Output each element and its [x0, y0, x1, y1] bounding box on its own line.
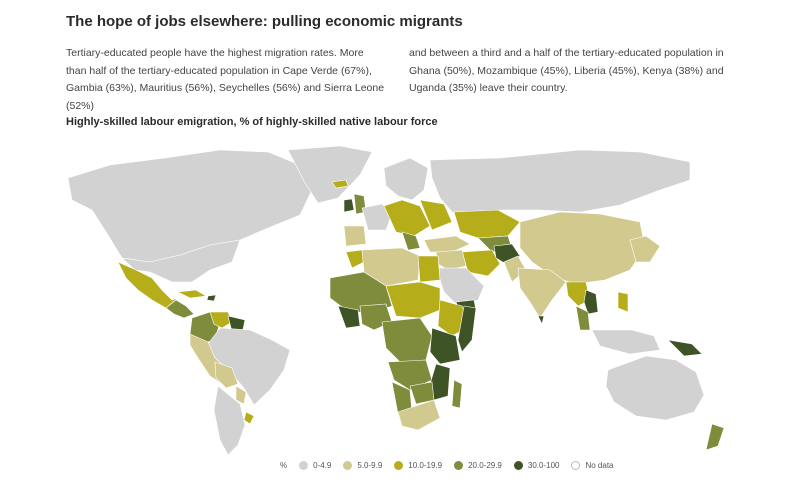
region-korea-japan: [629, 235, 661, 263]
legend-item-4: 30.0-100: [513, 461, 560, 470]
region-venezuela: [209, 311, 233, 329]
region-myanmar-laos: [565, 281, 591, 307]
region-iraq-syria: [435, 249, 467, 271]
region-vietnam-cambodia: [583, 289, 599, 315]
region-australia: [605, 355, 705, 421]
region-new-zealand: [705, 423, 725, 451]
region-egypt: [417, 255, 441, 283]
region-kazakhstan: [453, 209, 521, 239]
legend-dot: [299, 461, 309, 470]
legend-item-5: No data: [571, 461, 614, 470]
region-greenland: [287, 145, 373, 204]
legend-dot: [513, 461, 523, 470]
region-china-mongolia: [519, 211, 646, 285]
map-regions: [67, 145, 725, 456]
region-ireland: [343, 198, 355, 213]
legend-item-1: 5.0-9.9: [343, 461, 382, 470]
region-arabia: [435, 267, 485, 307]
legend-item-2: 10.0-19.9: [394, 461, 442, 470]
legend-label: No data: [585, 461, 614, 470]
legend-label: 20.0-29.9: [468, 461, 502, 470]
region-india: [517, 267, 567, 319]
legend-label: 10.0-19.9: [408, 461, 443, 470]
region-central-africa: [381, 317, 433, 363]
region-russia: [429, 149, 691, 216]
world-map: [67, 145, 725, 456]
intro-paragraph-right: and between a third and a half of the te…: [409, 47, 724, 94]
region-iceland: [331, 179, 349, 189]
region-west-africa: [337, 305, 361, 329]
region-indonesia: [591, 329, 661, 355]
region-madagascar: [451, 379, 463, 409]
region-argentina-chile: [213, 385, 246, 456]
region-chad-sudan: [385, 281, 441, 319]
legend-dot: [394, 461, 404, 470]
region-cuba: [176, 289, 207, 299]
legend-dot: [454, 461, 464, 470]
region-haiti: [206, 294, 217, 302]
region-balkans: [401, 231, 421, 251]
region-central-america: [165, 299, 195, 319]
region-thailand-malaysia: [575, 305, 591, 331]
region-somalia: [457, 305, 477, 353]
legend-label: 30.0-100: [527, 461, 560, 470]
legend-item-0: 0-4.9: [299, 461, 331, 470]
legend-unit: %: [280, 461, 288, 470]
region-central-europe: [383, 199, 431, 237]
region-philippines: [617, 291, 629, 313]
region-iberia: [343, 225, 367, 247]
legend-label: 0-4.9: [313, 461, 332, 470]
region-canada-alaska: [67, 149, 313, 263]
legend: % 0-4.9 5.0-9.9 10.0-19.9 20.0-29.9 30.0…: [280, 461, 626, 470]
region-ukraine-belarus: [419, 199, 453, 231]
region-paraguay: [235, 385, 247, 405]
page-title: The hope of jobs elsewhere: pulling econ…: [66, 13, 463, 30]
legend-dot: [571, 461, 581, 470]
region-papua: [667, 339, 703, 357]
region-south-africa: [397, 399, 441, 431]
region-turkey-caucasus: [423, 235, 471, 253]
region-east-africa: [429, 327, 461, 365]
legend-label: 5.0-9.9: [357, 461, 383, 470]
region-mexico: [117, 261, 179, 309]
region-mozambique: [429, 363, 451, 401]
region-morocco: [345, 249, 365, 269]
region-uruguay: [243, 411, 255, 425]
region-sri-lanka: [537, 315, 545, 325]
region-bolivia: [214, 361, 239, 389]
intro-paragraph-left: Tertiary-educated people have the highes…: [66, 47, 385, 112]
region-scandinavia: [383, 157, 429, 201]
region-western-europe: [361, 203, 393, 231]
region-usa: [121, 239, 241, 283]
region-botswana-zimbabwe: [409, 381, 435, 405]
map-title: Highly-skilled labour emigration, % of h…: [66, 116, 438, 128]
legend-dot: [343, 461, 353, 470]
legend-item-3: 20.0-29.9: [454, 461, 502, 470]
